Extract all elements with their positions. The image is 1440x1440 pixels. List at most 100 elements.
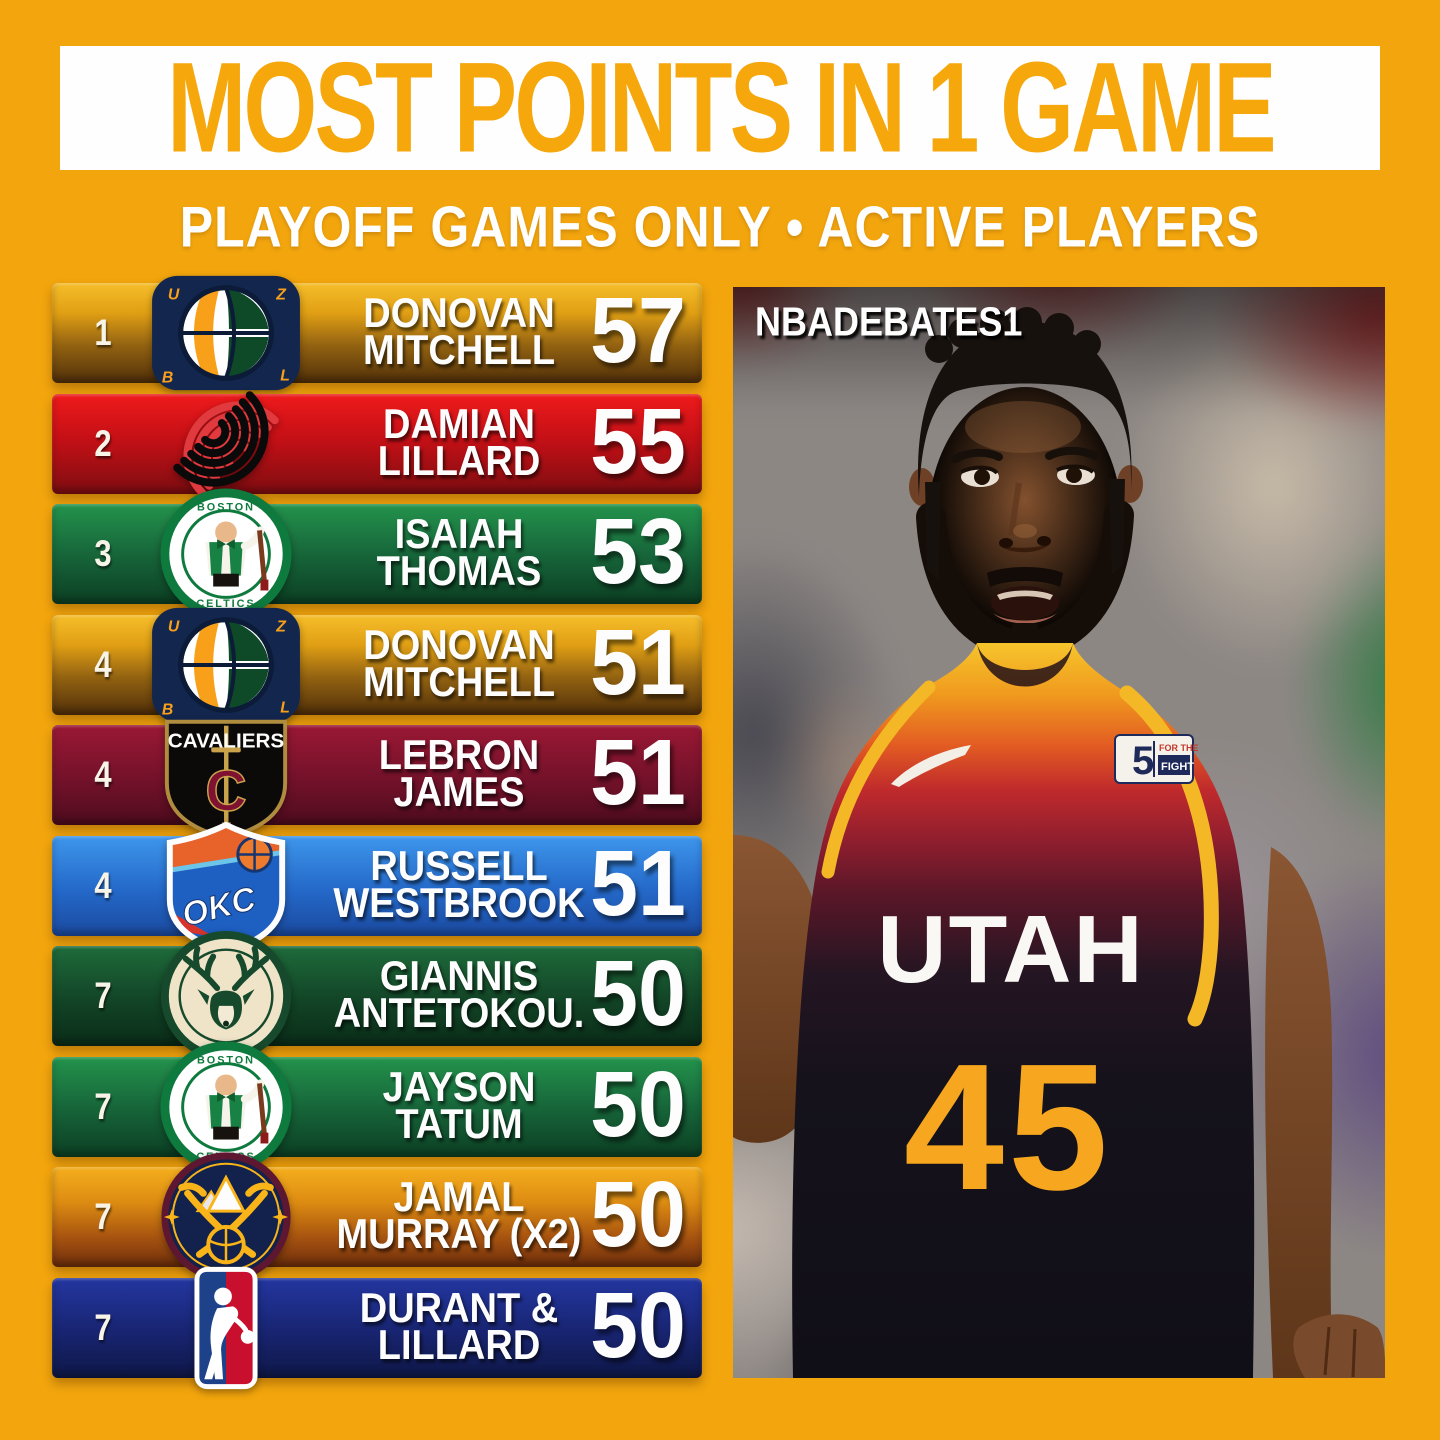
- player-name: RUSSELL WESTBROOK: [304, 843, 614, 927]
- rank-label: 4: [94, 863, 112, 906]
- jersey: [792, 643, 1255, 1378]
- points-value: 50: [590, 941, 686, 1046]
- player-name: DAMIAN LILLARD: [304, 401, 614, 485]
- rank-label: 1: [94, 311, 112, 354]
- player-name-line1: RUSSELL: [370, 843, 548, 890]
- points-value: 50: [590, 1273, 686, 1377]
- rank-label: 7: [94, 1305, 112, 1348]
- player-name: JAYSON TATUM: [304, 1064, 614, 1148]
- leaderboard-row: 4 RUSSELL WESTBROOK 51: [52, 836, 702, 936]
- right-iris: [1066, 467, 1082, 483]
- player-name-line2: MITCHELL: [362, 659, 556, 706]
- rank-label: 7: [94, 1084, 112, 1127]
- teeth: [997, 590, 1053, 600]
- points-value: 53: [590, 499, 686, 604]
- left-iris: [974, 469, 990, 485]
- left-armhole-trim: [821, 680, 936, 879]
- left-nostril: [999, 538, 1013, 548]
- watermark: NBADEBATES1: [755, 298, 1023, 345]
- player-name-line1: JAYSON: [382, 1064, 536, 1111]
- left-eyelid: [960, 465, 999, 475]
- right-hand: [1293, 1314, 1385, 1378]
- nose-highlight: [1013, 524, 1037, 538]
- player-name-line1: ISAIAH: [394, 511, 524, 559]
- player-name-line2: MITCHELL: [362, 327, 556, 375]
- leaderboard-row: 7 JAYSON TATUM 50: [52, 1057, 702, 1157]
- points-value: 51: [590, 610, 686, 714]
- player-name-line2: LILLARD: [377, 438, 541, 485]
- player-name: LEBRON JAMES: [304, 732, 614, 817]
- collar: [977, 643, 1073, 687]
- leaderboard-row: 1 DONOVAN MITCHELL 57: [52, 283, 702, 383]
- jersey-team-text: UTAH: [877, 896, 1145, 1003]
- patch-line1: FOR THE: [1159, 743, 1199, 753]
- player-figure: 5 FOR THE FIGHT UTAH 45: [733, 307, 1385, 1378]
- right-eyebrow: [1045, 446, 1099, 460]
- patch-number: 5: [1132, 739, 1154, 783]
- leaderboard-row: 4 DONOVAN MITCHELL 51: [52, 615, 702, 715]
- leaderboard: 1 DONOVAN MITCHELL 57 2 DAMIAN LILLARD 5…: [52, 283, 702, 1378]
- player-name: DONOVAN MITCHELL: [304, 290, 614, 375]
- player-name-line2: ANTETOKOU.: [333, 990, 585, 1038]
- player-name-line2: JAMES: [393, 769, 525, 817]
- player-photo: 5 FOR THE FIGHT UTAH 45 NBADEBATES1: [733, 287, 1385, 1378]
- points-value: 51: [590, 831, 686, 935]
- player-illustration: 5 FOR THE FIGHT UTAH 45: [733, 307, 1385, 1378]
- left-eyebrow: [951, 448, 1003, 463]
- hair: [918, 307, 1132, 579]
- leaderboard-row: 7 GIANNIS ANTETOKOU. 50: [52, 946, 702, 1046]
- nose-base: [999, 543, 1051, 553]
- player-name: GIANNIS ANTETOKOU.: [304, 953, 614, 1038]
- right-nostril: [1037, 536, 1051, 546]
- nike-swoosh-icon: [891, 745, 971, 787]
- player-name-line1: JAMAL: [393, 1174, 525, 1222]
- page-subtitle: PLAYOFF GAMES ONLY • ACTIVE PLAYERS: [179, 194, 1261, 260]
- page-title: MOST POINTS IN 1 GAME: [166, 35, 1276, 180]
- rank-label: 2: [94, 421, 112, 464]
- jersey-number: 45: [904, 1027, 1112, 1228]
- player-name-line2: TATUM: [395, 1101, 523, 1148]
- points-value: 57: [590, 278, 686, 383]
- right-eyelid: [1056, 464, 1095, 474]
- rank-label: 4: [94, 753, 112, 796]
- rank-label: 7: [94, 1195, 112, 1238]
- rank-label: 4: [94, 642, 112, 685]
- lower-lip: [993, 613, 1057, 624]
- player-name-line1: LEBRON: [378, 732, 540, 780]
- finger-line: [1351, 1328, 1357, 1378]
- leaderboard-row: 7 DURANT & LILLARD 50: [52, 1278, 702, 1378]
- player-name-line2: THOMAS: [376, 548, 542, 596]
- nose-bridge: [1008, 482, 1022, 536]
- player-name: ISAIAH THOMAS: [304, 511, 614, 596]
- rank-label: 3: [94, 532, 112, 575]
- player-name-line2: MURRAY (X2): [336, 1211, 582, 1259]
- player-name: JAMAL MURRAY (X2): [304, 1174, 614, 1259]
- player-name-line1: GIANNIS: [379, 953, 539, 1001]
- player-name-line2: LILLARD: [377, 1322, 541, 1369]
- leaderboard-row: 2 DAMIAN LILLARD 55: [52, 394, 702, 494]
- points-value: 50: [590, 1052, 686, 1156]
- leaderboard-row: 7 JAMAL MURRAY (X2) 50: [52, 1167, 702, 1267]
- player-name-line1: DONOVAN: [363, 622, 555, 669]
- finger-line: [1323, 1326, 1331, 1376]
- points-value: 55: [590, 389, 686, 493]
- points-value: 51: [590, 720, 686, 825]
- player-name-line2: WESTBROOK: [333, 880, 585, 927]
- rank-label: 7: [94, 974, 112, 1017]
- player-name: DURANT & LILLARD: [304, 1285, 614, 1369]
- player-name: DONOVAN MITCHELL: [304, 622, 614, 706]
- nba-logo: [140, 1259, 312, 1397]
- points-value: 50: [590, 1162, 686, 1267]
- player-name-line1: DAMIAN: [383, 401, 535, 448]
- player-name-line1: DONOVAN: [363, 290, 555, 338]
- player-name-line1: DURANT &: [359, 1285, 559, 1332]
- title-banner: MOST POINTS IN 1 GAME: [60, 36, 1380, 179]
- right-arm: [1265, 847, 1333, 1378]
- chin-patch: [1012, 623, 1038, 639]
- patch-line2: FIGHT: [1161, 761, 1194, 773]
- leaderboard-row: 3 ISAIAH THOMAS 53: [52, 504, 702, 604]
- jersey-patch: 5 FOR THE FIGHT: [1114, 734, 1199, 784]
- forehead-highlight: [965, 401, 1081, 453]
- leaderboard-row: 4 LEBRON JAMES 51: [52, 725, 702, 825]
